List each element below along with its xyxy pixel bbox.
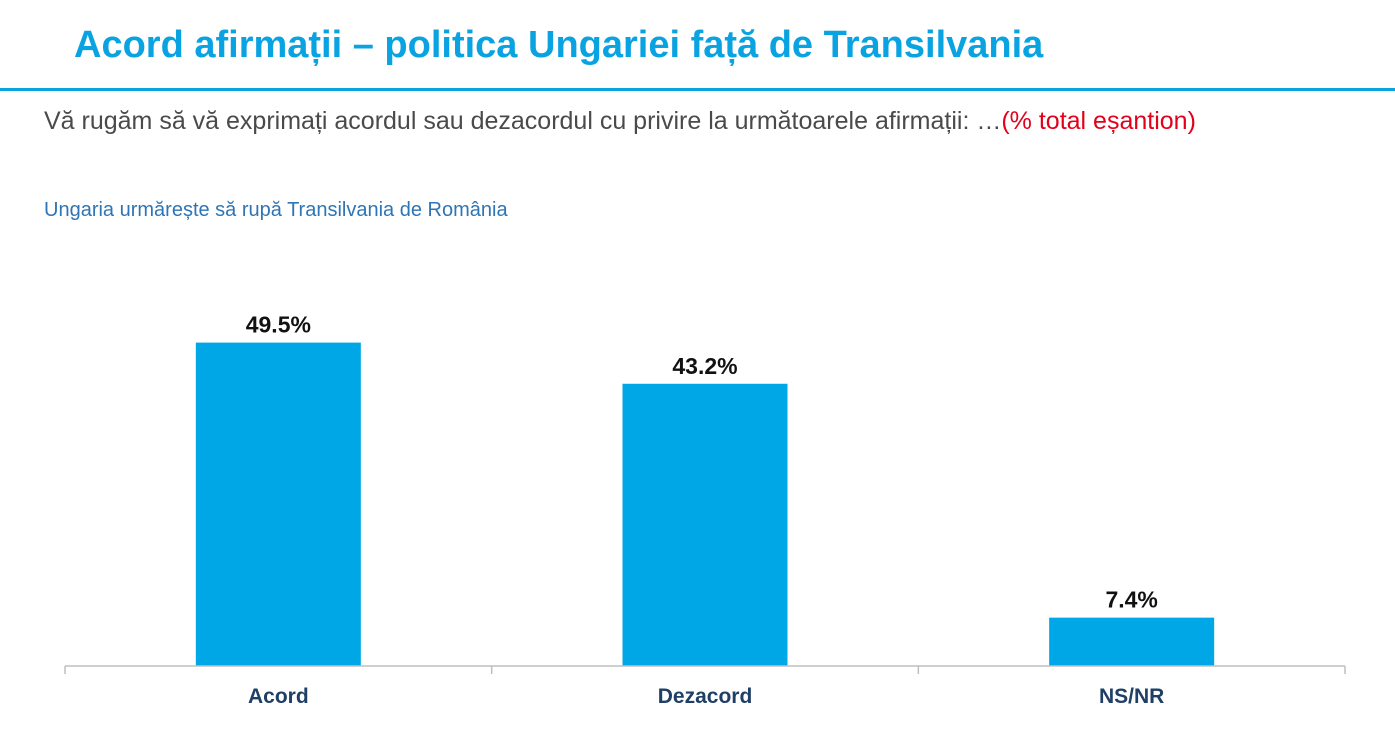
statement-subtitle: Ungaria urmărește să rupă Transilvania d… <box>44 199 508 221</box>
bar-dezacord <box>622 383 788 666</box>
bar-acord <box>195 342 361 666</box>
x-axis <box>64 665 1346 674</box>
labels-layer: 49.5% Acord 43.2% Dezacord 7.4% NS/NR <box>246 312 1165 708</box>
question-main: Vă rugăm să vă exprimați acordul sau dez… <box>44 107 1002 135</box>
bar-ns-nr <box>1049 617 1215 666</box>
data-label: 7.4% <box>1105 587 1157 613</box>
category-label: Dezacord <box>658 685 753 708</box>
question-text: Vă rugăm să vă exprimați acordul sau dez… <box>44 96 1244 146</box>
category-label: NS/NR <box>1099 685 1164 708</box>
category-label: Acord <box>248 685 309 708</box>
title-divider <box>0 88 1395 91</box>
data-label: 49.5% <box>246 312 311 338</box>
question-note: (% total eșantion) <box>1001 107 1196 135</box>
bars-layer <box>195 342 1215 666</box>
page-title: Acord afirmații – politica Ungariei față… <box>74 24 1044 66</box>
data-label: 43.2% <box>672 353 737 379</box>
